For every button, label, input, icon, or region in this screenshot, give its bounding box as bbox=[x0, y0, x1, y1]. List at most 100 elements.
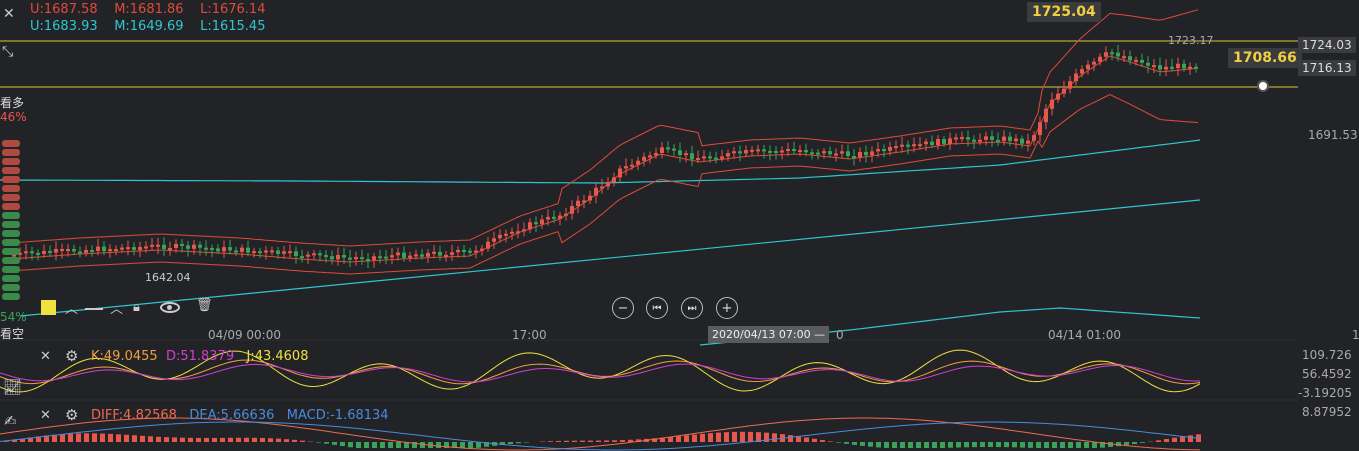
sentiment-segment bbox=[2, 230, 20, 237]
high-callout: 1725.04 bbox=[1027, 2, 1101, 22]
candle-body bbox=[528, 222, 532, 230]
candle-body bbox=[102, 246, 106, 252]
candle-body bbox=[720, 156, 724, 159]
cursor-time-label: 2020/04/13 07:00 — bbox=[708, 326, 830, 343]
cursor-time-tail: 0 bbox=[836, 328, 844, 342]
candle-body bbox=[714, 157, 718, 160]
macd-bar bbox=[116, 434, 121, 442]
candle-body bbox=[120, 247, 124, 250]
macd-bar bbox=[900, 442, 905, 448]
candle-body bbox=[438, 251, 442, 256]
candle-body bbox=[336, 255, 340, 260]
macd-bar bbox=[44, 435, 49, 442]
candle-body bbox=[756, 149, 760, 152]
candle-body bbox=[324, 255, 328, 258]
macd-bar bbox=[716, 432, 721, 442]
kdj-settings-icon[interactable]: ⚙︎ bbox=[65, 347, 79, 365]
candle-body bbox=[24, 251, 28, 254]
candle-body bbox=[402, 252, 406, 258]
macd-bar bbox=[740, 431, 745, 442]
macd-bar bbox=[1100, 442, 1105, 448]
candle-body bbox=[1068, 81, 1072, 89]
macd-bar bbox=[652, 438, 657, 442]
macd-bar bbox=[1132, 442, 1137, 445]
candle-body bbox=[588, 195, 592, 201]
eye-icon[interactable] bbox=[160, 302, 180, 313]
candle-body bbox=[468, 250, 472, 253]
draw-icon[interactable]: ✍︎ bbox=[4, 412, 17, 430]
macd-bar bbox=[556, 440, 561, 442]
zoom-in-button[interactable]: + bbox=[716, 297, 738, 319]
candle-body bbox=[1110, 52, 1114, 55]
candle-body bbox=[618, 168, 622, 178]
candle-body bbox=[906, 144, 910, 147]
macd-bar bbox=[396, 442, 401, 448]
candle-body bbox=[612, 177, 616, 183]
macd-bar bbox=[4, 441, 9, 442]
macd-bar bbox=[1068, 442, 1073, 448]
close-icon[interactable]: ✕ bbox=[3, 6, 15, 22]
kdj-close-icon[interactable]: ✕ bbox=[40, 349, 51, 364]
chevron-up-icon-2[interactable]: ︿ bbox=[110, 302, 124, 317]
candle-body bbox=[450, 252, 454, 255]
macd-bar bbox=[764, 432, 769, 442]
time-label-1: 04/09 00:00 bbox=[208, 328, 281, 342]
trend-icon[interactable]: 📈︎ bbox=[3, 378, 23, 396]
candle-body bbox=[1164, 66, 1168, 70]
candle-body bbox=[420, 254, 424, 257]
candle-body bbox=[480, 248, 484, 251]
macd-bar bbox=[660, 437, 665, 442]
chevron-up-icon[interactable]: ︿ bbox=[65, 302, 79, 317]
candle-body bbox=[222, 247, 226, 252]
candle-body bbox=[150, 244, 154, 247]
line-drag-handle[interactable] bbox=[1257, 80, 1269, 92]
candle-body bbox=[708, 156, 712, 159]
candle-body bbox=[750, 149, 754, 152]
macd-bar bbox=[868, 442, 873, 447]
sentiment-segment bbox=[2, 212, 20, 219]
candle-body bbox=[270, 250, 274, 253]
color-swatch[interactable] bbox=[41, 300, 56, 315]
candle-body bbox=[138, 246, 142, 251]
candle-body bbox=[372, 256, 376, 260]
line-style-icon[interactable] bbox=[85, 308, 103, 310]
kdj-d: D:51.8379 bbox=[165, 349, 235, 364]
candle-body bbox=[792, 149, 796, 152]
candle-body bbox=[1038, 122, 1042, 136]
macd-bar bbox=[12, 439, 17, 442]
macd-bar bbox=[284, 439, 289, 442]
macd-bar bbox=[156, 436, 161, 442]
sentiment-segment bbox=[2, 293, 20, 300]
candle-body bbox=[288, 251, 292, 254]
macd-settings-icon[interactable]: ⚙︎ bbox=[65, 406, 79, 424]
zoom-out-button[interactable]: − bbox=[612, 297, 634, 319]
macd-bar bbox=[52, 434, 57, 442]
candle-body bbox=[546, 216, 550, 220]
candle-body bbox=[666, 147, 670, 150]
candle-body bbox=[1170, 66, 1174, 69]
macd-bar bbox=[268, 438, 273, 442]
boll-upper-line bbox=[9, 9, 1199, 247]
sentiment-bar bbox=[2, 140, 22, 302]
boll-l2: L:1615.45 bbox=[200, 19, 266, 34]
macd-close-icon[interactable]: ✕ bbox=[40, 408, 51, 423]
macd-bar bbox=[1164, 438, 1169, 442]
macd-bar bbox=[372, 442, 377, 448]
sentiment-segment bbox=[2, 239, 20, 246]
candle-body bbox=[552, 216, 556, 219]
macd-bar bbox=[452, 442, 457, 448]
next-button[interactable]: ⏭︎ bbox=[681, 297, 703, 319]
prev-button[interactable]: ⏮︎ bbox=[646, 297, 668, 319]
kdj-k: K:49.0455 bbox=[91, 349, 158, 364]
candle-body bbox=[732, 151, 736, 154]
lock-icon[interactable]: 🔒︎ bbox=[133, 300, 140, 315]
trash-icon[interactable]: 🗑︎ bbox=[196, 298, 213, 313]
candle-body bbox=[702, 156, 706, 159]
candle-body bbox=[900, 144, 904, 147]
candle-body bbox=[492, 238, 496, 242]
macd-bar bbox=[420, 442, 425, 448]
collapse-icon[interactable]: ⤡ bbox=[2, 44, 14, 60]
candle-body bbox=[144, 246, 148, 249]
candle-body bbox=[600, 186, 604, 189]
